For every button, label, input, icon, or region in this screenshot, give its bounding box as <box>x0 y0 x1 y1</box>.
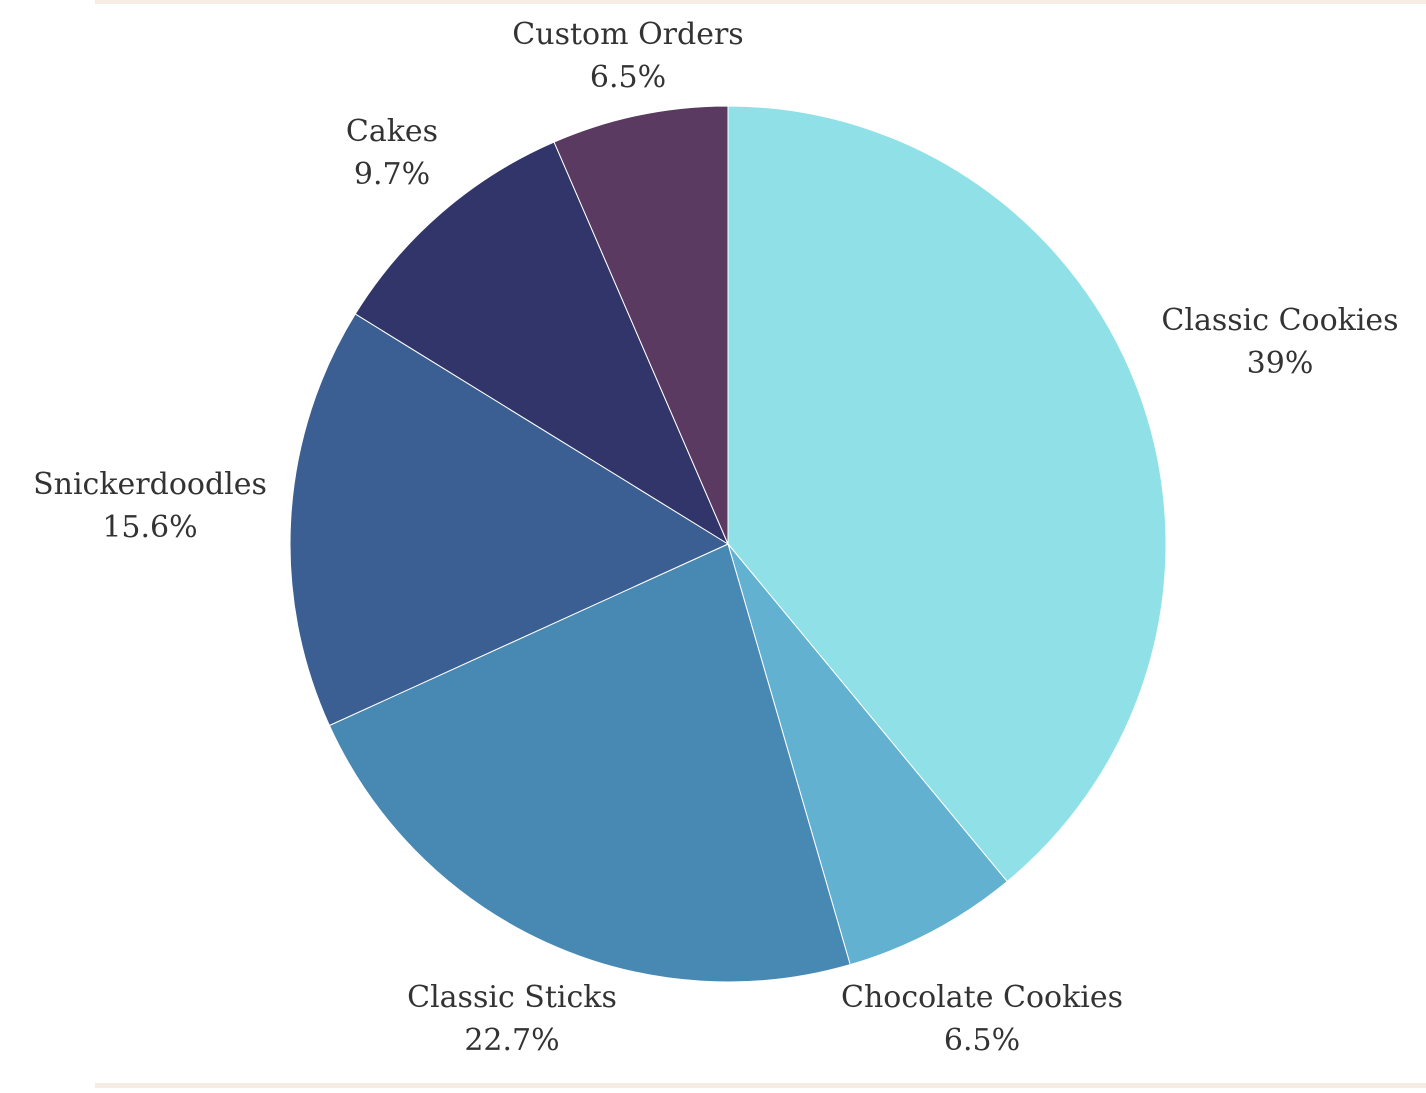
slice-value-label-custom-orders: 6.5% <box>590 60 666 95</box>
slice-label-custom-orders: Custom Orders <box>512 17 743 52</box>
slice-label-classic-sticks: Classic Sticks <box>407 980 617 1015</box>
slice-value-label-classic-cookies: 39% <box>1247 346 1314 381</box>
slice-value-label-snickerdoodles: 15.6% <box>102 510 197 545</box>
pie-slices <box>289 105 1167 983</box>
pie-slice-snickerdoodles <box>289 313 730 727</box>
slice-value-label-cakes: 9.7% <box>354 157 430 192</box>
slice-value-label-chocolate-cookies: 6.5% <box>944 1023 1020 1058</box>
pie-slice-classic-cookies <box>727 105 1167 883</box>
slice-label-cakes: Cakes <box>346 114 438 149</box>
top-border-strip <box>95 0 1426 4</box>
slice-label-chocolate-cookies: Chocolate Cookies <box>841 980 1123 1015</box>
pie-slice-classic-sticks <box>328 543 851 983</box>
pie-labels: Classic Cookies 39% Chocolate Cookies 6.5% C… <box>33 17 1399 1058</box>
bottom-border-strip <box>95 1083 1426 1088</box>
pie-slice-chocolate-cookies <box>727 543 1008 966</box>
slice-label-classic-cookies: Classic Cookies <box>1161 303 1398 338</box>
pie-slice-cakes <box>354 141 730 546</box>
slice-label-snickerdoodles: Snickerdoodles <box>33 467 267 502</box>
pie-slice-custom-orders <box>553 105 729 545</box>
slice-value-label-classic-sticks: 22.7% <box>464 1023 559 1058</box>
